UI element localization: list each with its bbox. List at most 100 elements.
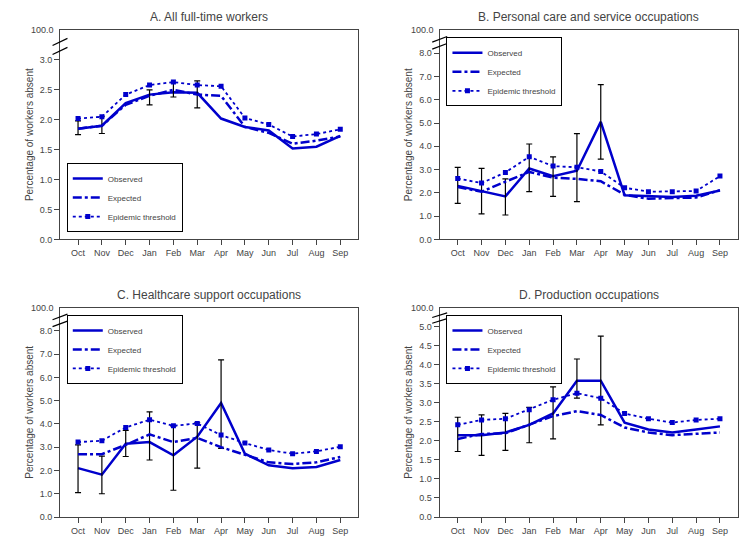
svg-text:0.0: 0.0 (419, 512, 432, 522)
svg-text:Epidemic threshold: Epidemic threshold (108, 213, 176, 222)
svg-text:Mar: Mar (569, 248, 585, 258)
svg-text:0.5: 0.5 (40, 205, 53, 215)
svg-text:3.0: 3.0 (419, 165, 432, 175)
svg-text:Jul: Jul (667, 526, 679, 536)
svg-text:0.0: 0.0 (40, 512, 53, 522)
svg-text:1.5: 1.5 (40, 145, 53, 155)
svg-text:100.0: 100.0 (411, 303, 434, 313)
svg-text:Aug: Aug (308, 248, 324, 258)
svg-text:Jul: Jul (287, 248, 299, 258)
svg-text:Epidemic threshold: Epidemic threshold (108, 365, 176, 374)
svg-text:Aug: Aug (688, 526, 704, 536)
svg-text:Mar: Mar (189, 526, 205, 536)
svg-text:Observed: Observed (108, 175, 143, 184)
svg-text:Feb: Feb (166, 526, 182, 536)
svg-text:Aug: Aug (688, 248, 704, 258)
svg-text:4.0: 4.0 (419, 360, 432, 370)
svg-text:Apr: Apr (214, 526, 228, 536)
svg-text:Dec: Dec (118, 526, 135, 536)
svg-text:2.0: 2.0 (419, 188, 432, 198)
svg-text:7.0: 7.0 (419, 72, 432, 82)
svg-text:3.0: 3.0 (40, 55, 53, 65)
svg-text:May: May (236, 526, 254, 536)
svg-text:7.0: 7.0 (40, 349, 53, 359)
svg-text:2.5: 2.5 (40, 85, 53, 95)
svg-text:2.0: 2.0 (40, 466, 53, 476)
svg-text:Sep: Sep (712, 526, 728, 536)
svg-text:4.0: 4.0 (40, 419, 53, 429)
svg-text:Epidemic threshold: Epidemic threshold (487, 87, 555, 96)
svg-text:2.0: 2.0 (419, 436, 432, 446)
svg-text:Jun: Jun (262, 248, 277, 258)
svg-text:100.0: 100.0 (411, 25, 434, 35)
svg-text:C. Healthcare support occupati: C. Healthcare support occupations (117, 288, 301, 302)
svg-text:Observed: Observed (487, 327, 522, 336)
svg-text:Nov: Nov (474, 526, 491, 536)
svg-text:3.0: 3.0 (419, 398, 432, 408)
svg-text:Epidemic threshold: Epidemic threshold (487, 365, 555, 374)
svg-text:4.0: 4.0 (419, 141, 432, 151)
svg-text:Jun: Jun (641, 248, 656, 258)
svg-text:Nov: Nov (94, 248, 111, 258)
svg-text:Oct: Oct (451, 248, 466, 258)
svg-text:Mar: Mar (189, 248, 205, 258)
svg-text:5.0: 5.0 (419, 322, 432, 332)
svg-text:Feb: Feb (545, 248, 561, 258)
svg-text:2.0: 2.0 (40, 115, 53, 125)
svg-text:1.0: 1.0 (419, 211, 432, 221)
svg-text:Jun: Jun (262, 526, 277, 536)
svg-text:Sep: Sep (332, 526, 348, 536)
svg-text:Jul: Jul (287, 526, 299, 536)
svg-text:Jan: Jan (522, 248, 537, 258)
svg-text:6.0: 6.0 (40, 373, 53, 383)
svg-text:Expected: Expected (487, 68, 520, 77)
svg-text:May: May (616, 526, 634, 536)
svg-text:Oct: Oct (451, 526, 466, 536)
svg-text:Nov: Nov (94, 526, 111, 536)
svg-text:Aug: Aug (308, 526, 324, 536)
svg-text:Nov: Nov (474, 248, 491, 258)
svg-text:Sep: Sep (332, 248, 348, 258)
svg-text:Percentage of workers absent: Percentage of workers absent (403, 346, 414, 479)
svg-text:3.0: 3.0 (40, 442, 53, 452)
svg-text:Jul: Jul (667, 248, 679, 258)
svg-text:Apr: Apr (214, 248, 228, 258)
svg-text:B. Personal care and service o: B. Personal care and service occupations (478, 10, 699, 24)
svg-text:8.0: 8.0 (40, 326, 53, 336)
svg-text:Dec: Dec (118, 248, 135, 258)
svg-text:Expected: Expected (487, 346, 520, 355)
svg-text:5.0: 5.0 (419, 118, 432, 128)
svg-text:1.0: 1.0 (419, 474, 432, 484)
svg-text:May: May (616, 248, 634, 258)
svg-text:Sep: Sep (712, 248, 728, 258)
svg-text:Jan: Jan (142, 248, 157, 258)
svg-text:Apr: Apr (594, 526, 608, 536)
svg-text:6.0: 6.0 (419, 95, 432, 105)
svg-text:Oct: Oct (71, 526, 86, 536)
svg-text:5.0: 5.0 (40, 396, 53, 406)
svg-text:4.5: 4.5 (419, 341, 432, 351)
svg-text:3.5: 3.5 (419, 379, 432, 389)
svg-text:May: May (236, 248, 254, 258)
svg-text:Feb: Feb (545, 526, 561, 536)
svg-text:D. Production occupations: D. Production occupations (519, 288, 659, 302)
svg-text:0.0: 0.0 (419, 235, 432, 245)
svg-text:1.5: 1.5 (419, 455, 432, 465)
svg-text:Expected: Expected (108, 346, 141, 355)
svg-text:A. All full-time workers: A. All full-time workers (150, 10, 268, 24)
svg-text:Mar: Mar (569, 526, 585, 536)
svg-text:8.0: 8.0 (419, 48, 432, 58)
svg-text:2.5: 2.5 (419, 417, 432, 427)
svg-text:0.0: 0.0 (40, 235, 53, 245)
svg-text:Apr: Apr (594, 248, 608, 258)
svg-text:1.0: 1.0 (40, 175, 53, 185)
svg-text:Percentage of workers absent: Percentage of workers absent (403, 68, 414, 201)
svg-text:Feb: Feb (166, 248, 182, 258)
svg-text:Jan: Jan (522, 526, 537, 536)
svg-text:100.0: 100.0 (31, 25, 54, 35)
svg-text:Observed: Observed (487, 49, 522, 58)
svg-text:Expected: Expected (108, 194, 141, 203)
svg-text:1.0: 1.0 (40, 489, 53, 499)
svg-text:100.0: 100.0 (31, 303, 54, 313)
svg-text:Oct: Oct (71, 248, 86, 258)
